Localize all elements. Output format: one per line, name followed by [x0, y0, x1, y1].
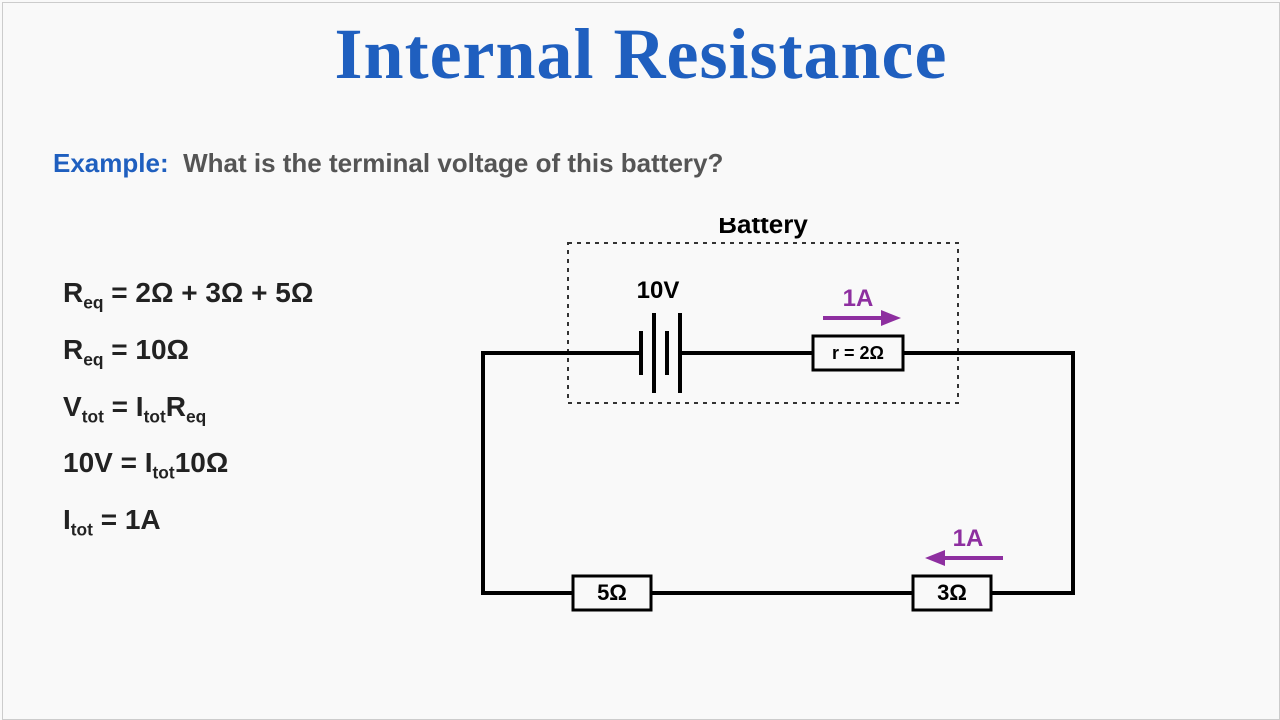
- eq5-var: I: [63, 504, 71, 535]
- eq3-rsub: eq: [186, 406, 206, 426]
- eq1-sub: eq: [83, 293, 103, 313]
- eq2-rhs: = 10Ω: [104, 334, 190, 365]
- page-title: Internal Resistance: [3, 13, 1279, 96]
- eq5-sub: tot: [71, 520, 93, 540]
- eq2-sub: eq: [83, 349, 103, 369]
- eq3-i: = I: [104, 391, 144, 422]
- current-top-label: 1A: [843, 285, 874, 312]
- example-question-text: What is the terminal voltage of this bat…: [183, 148, 723, 178]
- eq-line-1: Req = 2Ω + 3Ω + 5Ω: [63, 268, 313, 319]
- internal-resistor-label: r = 2Ω: [832, 343, 884, 363]
- current-arrow-top-head: [881, 310, 901, 326]
- eq1-rhs: = 2Ω + 3Ω + 5Ω: [104, 277, 314, 308]
- battery-label: Battery: [718, 218, 808, 239]
- eq-line-5: Itot = 1A: [63, 495, 313, 546]
- slide: Internal Resistance Example: What is the…: [2, 2, 1280, 720]
- current-arrow-bottom-head: [925, 550, 945, 566]
- eq3-vsub: tot: [82, 406, 104, 426]
- circuit-diagram: Battery r = 2Ω 3Ω: [473, 218, 1083, 638]
- eq-line-4: 10V = Itot10Ω: [63, 438, 313, 489]
- equations-block: Req = 2Ω + 3Ω + 5Ω Req = 10Ω Vtot = Itot…: [63, 268, 313, 552]
- resistor-r2-label: 3Ω: [937, 580, 967, 605]
- eq3-v: V: [63, 391, 82, 422]
- eq4-sub: tot: [153, 463, 175, 483]
- example-question: [176, 148, 183, 178]
- eq-line-2: Req = 10Ω: [63, 325, 313, 376]
- eq3-r: R: [166, 391, 186, 422]
- eq-line-3: Vtot = ItotReq: [63, 382, 313, 433]
- eq4-lhs: 10V = I: [63, 447, 153, 478]
- resistor-r1-label: 5Ω: [597, 580, 627, 605]
- example-label: Example:: [53, 148, 169, 178]
- eq4-rhs: 10Ω: [175, 447, 229, 478]
- voltage-label: 10V: [637, 277, 680, 304]
- example-prompt: Example: What is the terminal voltage of…: [53, 148, 723, 179]
- eq5-rhs: = 1A: [93, 504, 161, 535]
- eq3-isub: tot: [144, 406, 166, 426]
- eq2-var: R: [63, 334, 83, 365]
- eq1-var: R: [63, 277, 83, 308]
- current-bottom-label: 1A: [953, 525, 984, 552]
- battery-box: [568, 243, 958, 403]
